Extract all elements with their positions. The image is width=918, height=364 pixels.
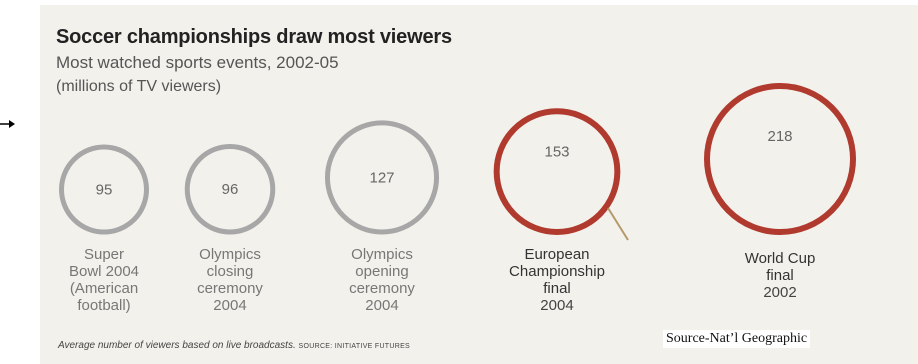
category-label-3: European Championship final 2004 [509, 246, 605, 314]
bubble-3 [493, 108, 621, 235]
category-label-line: (American [69, 280, 139, 297]
category-label-line: final [543, 280, 571, 297]
category-label-line: 2004 [213, 297, 247, 314]
category-label-4: World Cup final 2002 [745, 250, 816, 301]
bubble-4 [704, 83, 856, 235]
category-label-line: final [766, 267, 794, 284]
category-label-line: Olympics [351, 246, 413, 263]
chart-subtitle: Most watched sports events, 2002-05 [56, 53, 339, 72]
category-label-line: football) [77, 297, 131, 314]
category-label-line: Super [83, 246, 125, 263]
category-label-line: closing [206, 263, 254, 280]
bubble-value-0: 95 [96, 182, 113, 199]
category-label-line: opening [355, 263, 409, 280]
bubble-0 [59, 144, 149, 235]
bubble-2 [324, 120, 440, 235]
category-label-line: European [524, 246, 590, 263]
category-label-line: ceremony [349, 280, 415, 297]
bubble-value-3: 153 [544, 144, 569, 161]
source-credit: Source-Nat’l Geographic [663, 330, 811, 348]
category-label-line: Olympics [199, 246, 261, 263]
category-label-1: Olympics closing ceremony 2004 [197, 246, 263, 314]
category-label-line: World Cup [744, 250, 816, 267]
category-label-0: Super Bowl 2004 (American football) [69, 246, 139, 314]
category-label-line: 2004 [540, 297, 574, 314]
footnote-source: SOURCE: INITIATIVE FUTURES [298, 343, 411, 350]
category-label-line: Championship [509, 263, 605, 280]
leader-line [607, 207, 629, 241]
chart-title: Soccer championships draw most viewers [56, 26, 452, 48]
category-label-2: Olympics opening ceremony 2004 [349, 246, 415, 314]
chart-footnote: Average number of viewers based on live … [58, 340, 410, 351]
category-label-line: ceremony [197, 280, 263, 297]
bubble-1 [184, 143, 276, 235]
category-label-line: 2004 [365, 297, 399, 314]
footnote-text: Average number of viewers based on live … [58, 340, 296, 351]
arrow-pointer-icon [0, 120, 15, 128]
category-label-line: 2002 [763, 284, 797, 301]
bubble-value-2: 127 [369, 169, 394, 186]
category-label-line: Bowl 2004 [68, 263, 140, 280]
bubble-value-4: 218 [767, 128, 792, 145]
bubble-value-1: 96 [222, 181, 239, 198]
chart-unit-label: (millions of TV viewers) [56, 78, 222, 95]
